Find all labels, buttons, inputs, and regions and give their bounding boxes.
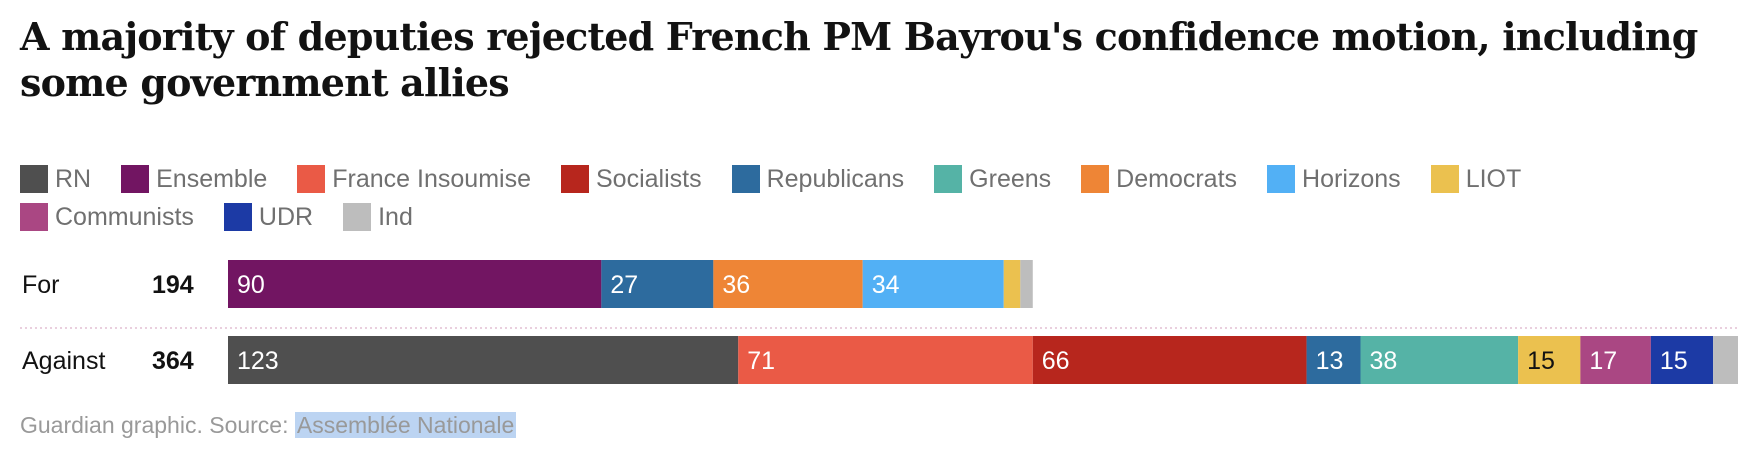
legend-item-democrats: Democrats [1081,160,1237,198]
legend-label: Socialists [595,165,702,193]
legend-label: RN [55,165,92,193]
legend-label: Communists [55,203,194,231]
legend-label: France Insoumise [332,165,531,193]
data-label-udr-against: 15 [1660,347,1688,375]
bar-ind-against [1713,336,1738,384]
legend-swatch [20,165,48,193]
bar-liot-against [1518,336,1581,384]
row-total-for: 194 [152,271,194,299]
legend-item-rn: RN [20,160,91,198]
data-label-socialists-against: 66 [1042,347,1070,375]
bar-ensemble-for [228,260,602,308]
legend-label: Horizons [1302,165,1401,193]
row-total-against: 364 [152,347,194,375]
row-label-for: For [22,271,60,299]
legend-item-udr: UDR [223,198,314,236]
bar-communists-against [1580,336,1651,384]
data-label-communists-against: 17 [1589,347,1617,375]
source-prefix: Guardian graphic. Source: [20,412,295,438]
bar-horizons-for [862,260,1004,308]
data-label-rn-against: 123 [237,347,279,375]
stacked-bar-chart: For 194 90 27 36 34 Against 364 123 71 66 13 38 15 17 1… [20,260,1738,384]
legend-item-liot: LIOT [1430,160,1522,198]
data-label-liot-against: 15 [1527,347,1555,375]
bar-republicans-for [601,260,714,308]
legend-label: Ensemble [156,165,268,193]
data-label-greens-against: 38 [1370,347,1398,375]
legend-label: UDR [258,203,314,231]
bar-socialists-against [1032,336,1307,384]
legend-swatch [223,203,252,231]
legend-item-communists: Communists [20,198,194,236]
data-label-democrats-for: 36 [722,271,750,299]
legend-item-ensemble: Ensemble [121,160,267,198]
legend-label: Ind [378,203,413,231]
legend-swatch [934,165,963,193]
chart-legend: RN Ensemble France Insoumise Socialists Repu… [20,160,1710,236]
data-label-republicans-for: 27 [610,271,638,299]
bar-republicans-against [1306,336,1361,384]
legend-swatch [560,165,589,193]
chart-title: A majority of deputies rejected French P… [20,14,1698,105]
legend-swatch [731,165,760,193]
legend-item-republicans: Republicans [731,160,905,198]
bar-liot-for [1003,260,1021,308]
legend-item-socialists: Socialists [560,160,702,198]
legend-swatch [297,165,326,193]
legend-label: Greens [969,165,1052,193]
legend-swatch [343,203,372,231]
row-label-against: Against [22,347,105,375]
legend-item-greens: Greens [934,160,1051,198]
legend-item-horizons: Horizons [1267,160,1401,198]
legend-item-ind: Ind [343,198,413,236]
data-label-horizons-for: 34 [872,271,900,299]
bar-democrats-for [713,260,863,308]
legend-label: Republicans [766,165,905,193]
bar-udr-against [1650,336,1714,384]
legend-swatch [1081,165,1110,193]
legend-swatch [121,165,150,193]
legend-swatch [20,203,48,231]
data-label-republicans-against: 13 [1316,347,1344,375]
data-label-france-insoumise-against: 71 [747,347,775,375]
legend-label: Democrats [1116,165,1238,193]
legend-item-france-insoumise: France Insoumise [297,160,531,198]
legend-swatch [1267,165,1296,193]
bar-ind-for [1020,260,1033,308]
source-note: Guardian graphic. Source: Assemblée Nati… [20,412,517,439]
source-link[interactable]: Assemblée Nationale [294,412,517,438]
bar-rn-against [228,336,739,384]
legend-label: LIOT [1465,165,1522,193]
bar-france-insoumise-against [738,336,1033,384]
data-label-ensemble-for: 90 [237,271,265,299]
bar-greens-against [1360,336,1519,384]
legend-swatch [1430,165,1459,193]
